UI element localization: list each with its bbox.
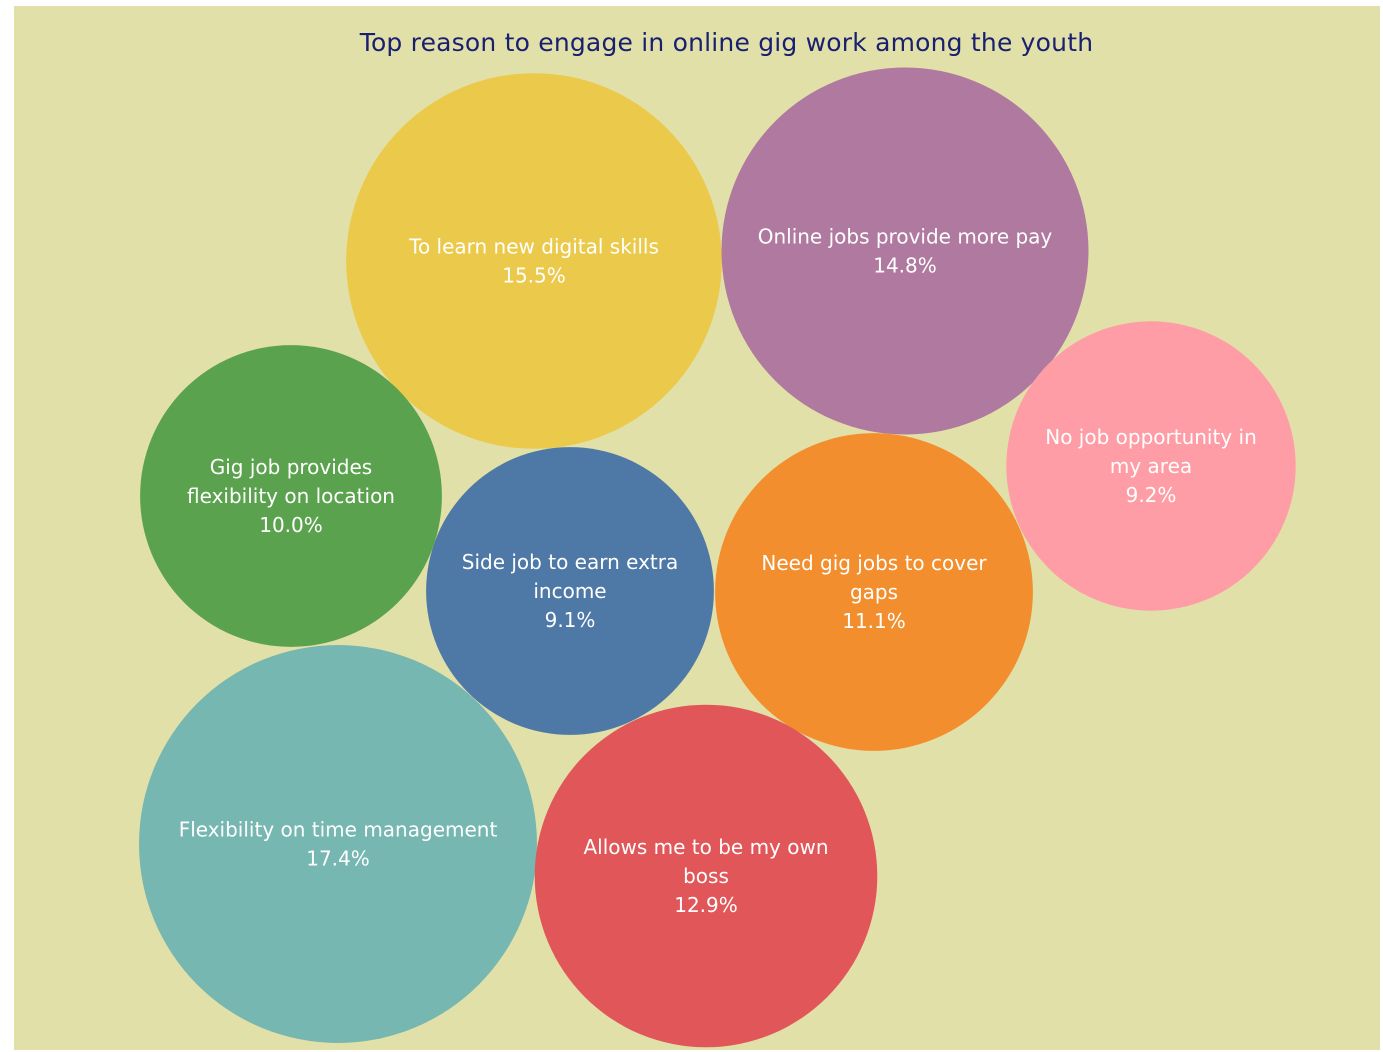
bubble-category-label: To learn new digital skills [408,235,659,259]
bubble: No job opportunity in my area 9.2% [1006,321,1296,611]
bubble-circle [721,67,1089,435]
bubble-circle [139,645,537,1043]
bubble-value-label: 10.0% [259,513,323,537]
bubble-category-label: Need gig jobs to cover [761,551,987,575]
bubble-circle [1006,321,1296,611]
bubble-circle [346,73,722,449]
bubble-value-label: 14.8% [873,254,937,278]
bubble: Side job to earn extra income 9.1% [426,447,714,735]
bubble: Online jobs provide more pay 14.8% [721,67,1089,435]
chart-area: Top reason to engage in online gig work … [14,6,1380,1050]
bubble-value-label: 12.9% [674,893,738,917]
bubble-circle [534,704,878,1048]
chart-title: Top reason to engage in online gig work … [359,28,1094,57]
bubble-category-label: my area [1110,454,1192,478]
bubble-value-label: 9.1% [545,608,596,632]
bubble: To learn new digital skills 15.5% [346,73,722,449]
bubble-circle [140,345,442,647]
bubble-category-label: No job opportunity in [1045,425,1257,449]
bubble-category-label: Allows me to be my own [583,835,828,859]
bubble: Allows me to be my own boss 12.9% [534,704,878,1048]
bubble-circle [715,433,1033,751]
bubble: Gig job provides flexibility on location 1… [140,345,442,647]
bubble: Flexibility on time management 17.4% [139,645,537,1043]
bubble-category-label: gaps [850,580,898,604]
bubble-chart: To learn new digital skills 15.5% Online j… [139,67,1296,1048]
bubble-value-label: 17.4% [306,847,370,871]
bubble-circle [426,447,714,735]
bubble-category-label: boss [683,864,729,888]
bubble-value-label: 15.5% [502,264,566,288]
bubble-category-label: income [533,579,606,603]
bubble-category-label: flexibility on location [187,484,395,508]
bubble-value-label: 11.1% [842,609,906,633]
bubble: Need gig jobs to cover gaps 11.1% [715,433,1033,751]
bubble-category-label: Gig job provides [210,455,372,479]
bubble-category-label: Online jobs provide more pay [758,225,1053,249]
bubble-value-label: 9.2% [1126,483,1177,507]
bubble-category-label: Flexibility on time management [179,818,498,842]
bubble-category-label: Side job to earn extra [462,550,678,574]
